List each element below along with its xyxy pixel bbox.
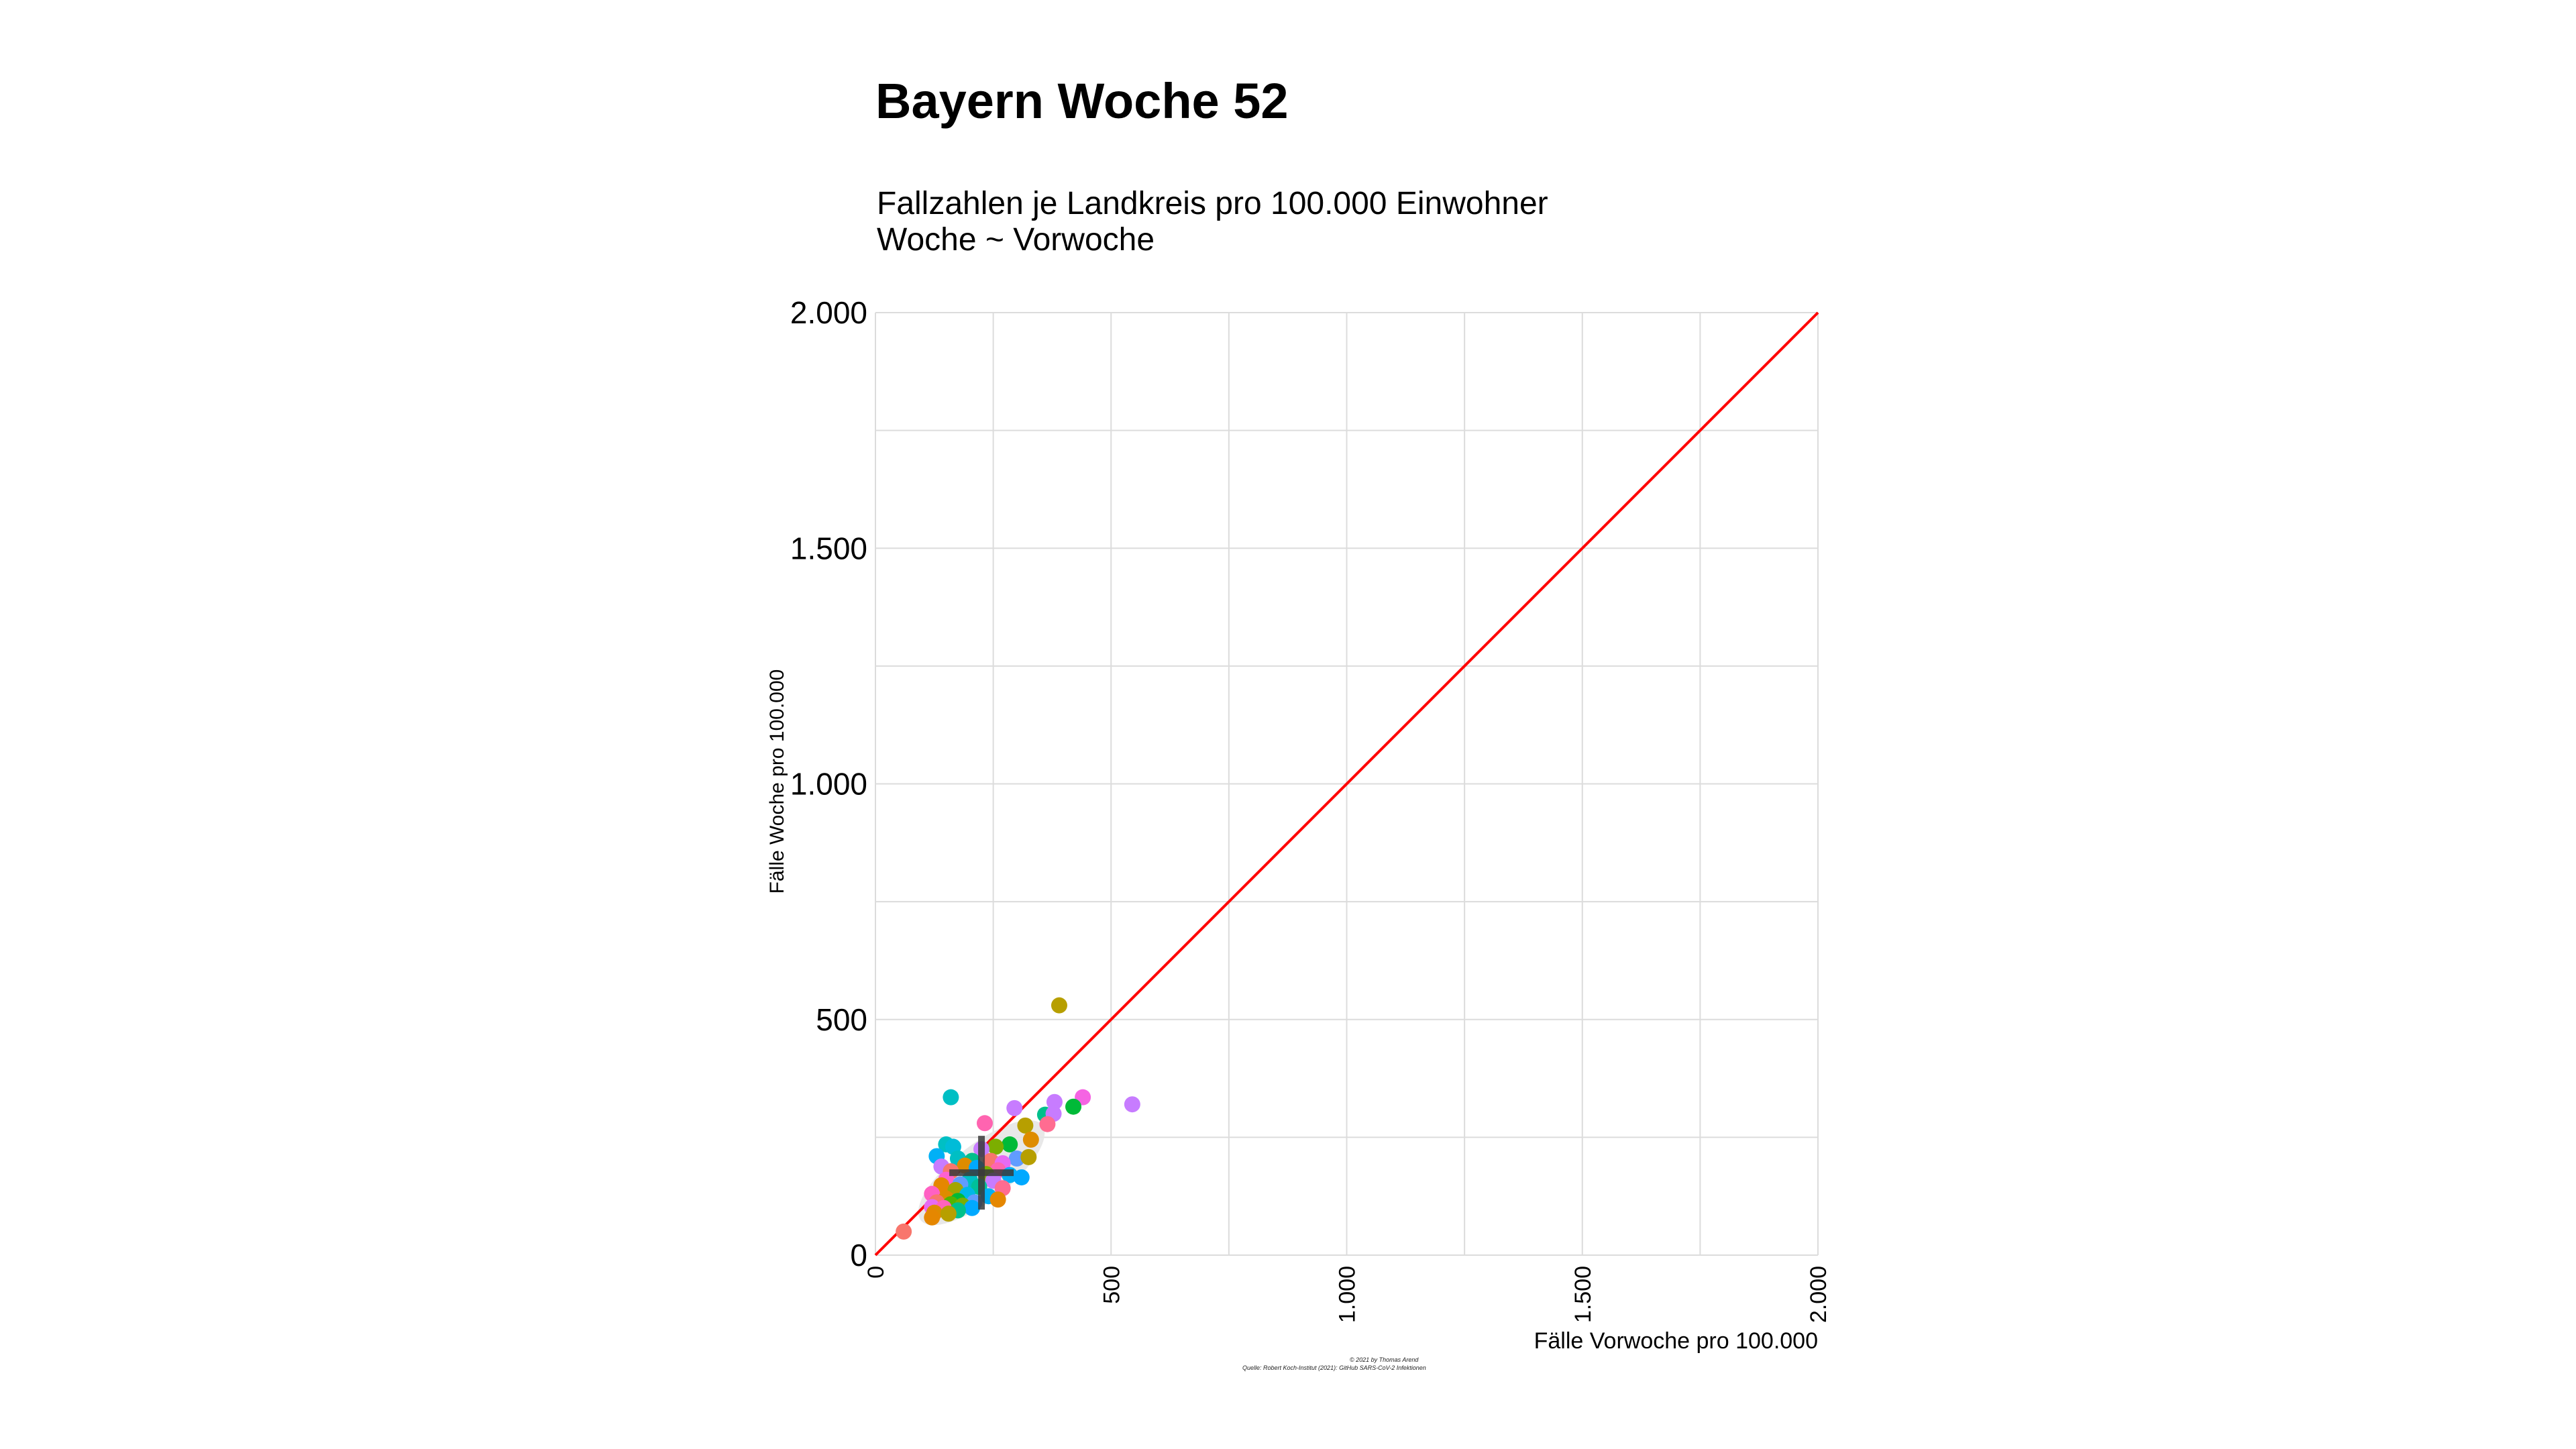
data-point — [1046, 1093, 1063, 1110]
chart-title: Bayern Woche 52 — [875, 73, 1289, 129]
x-tick-label: 1.500 — [1570, 1266, 1596, 1323]
data-point — [987, 1138, 1004, 1155]
caption-source: Quelle: Robert Koch-Institut (2021): Git… — [1242, 1364, 1426, 1371]
y-axis-title: Fälle Woche pro 100.000 — [766, 669, 788, 894]
data-point — [1008, 1150, 1025, 1167]
data-point — [1065, 1098, 1082, 1115]
data-point — [940, 1205, 957, 1222]
x-tick-label: 2.000 — [1806, 1266, 1831, 1323]
data-point — [1020, 1148, 1037, 1165]
data-point — [924, 1209, 941, 1226]
caption-copyright: © 2021 by Thomas Arend — [1350, 1356, 1419, 1363]
x-axis-title: Fälle Vorwoche pro 100.000 — [1534, 1328, 1818, 1354]
y-tick-label: 500 — [816, 1002, 867, 1037]
data-point — [1022, 1131, 1039, 1148]
data-point — [1017, 1117, 1034, 1134]
points-layer — [896, 997, 1140, 1240]
y-tick-label: 0 — [850, 1238, 867, 1273]
x-tick-label: 0 — [863, 1266, 889, 1279]
data-point — [976, 1115, 993, 1132]
reference-line — [874, 311, 1819, 1256]
data-point — [1006, 1099, 1023, 1116]
x-tick-label: 500 — [1099, 1266, 1124, 1304]
chart-subtitle-line-2: Woche ~ Vorwoche — [877, 222, 1155, 258]
data-point — [896, 1223, 912, 1240]
chart-subtitle-line-1: Fallzahlen je Landkreis pro 100.000 Einw… — [877, 186, 1548, 221]
data-point — [1002, 1136, 1018, 1152]
data-point — [1039, 1116, 1056, 1132]
tick-labels: 0 500 1.000 1.500 2.000 0 500 1.000 1.500 2.000 — [790, 295, 1831, 1323]
y-tick-label: 1.000 — [790, 767, 867, 802]
y-tick-label: 2.000 — [790, 295, 867, 330]
data-point — [1013, 1169, 1030, 1186]
y-tick-label: 1.500 — [790, 531, 867, 566]
mean-marker — [949, 1136, 1014, 1210]
x-tick-label: 1.000 — [1335, 1266, 1360, 1323]
data-point — [964, 1199, 981, 1216]
data-point — [1124, 1096, 1140, 1113]
data-point — [943, 1089, 959, 1106]
data-point — [989, 1191, 1006, 1208]
data-point — [1051, 997, 1067, 1014]
